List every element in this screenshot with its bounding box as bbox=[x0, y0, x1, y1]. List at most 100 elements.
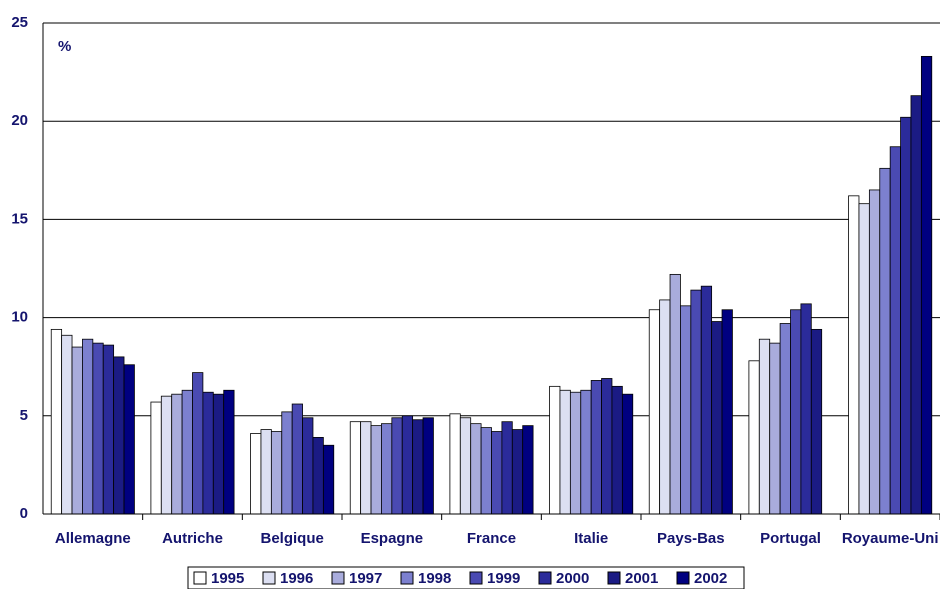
bar bbox=[260, 429, 272, 515]
bar bbox=[349, 421, 362, 515]
y-tick-label: 5 bbox=[20, 407, 28, 424]
legend-box bbox=[187, 566, 745, 589]
bar bbox=[790, 309, 802, 515]
legend-swatch bbox=[469, 571, 483, 585]
bar bbox=[758, 338, 771, 515]
x-tick-label: Autriche bbox=[162, 530, 223, 547]
bar bbox=[920, 55, 933, 515]
legend-label: 2001 bbox=[625, 570, 658, 587]
bar bbox=[889, 146, 901, 515]
bar bbox=[449, 413, 461, 515]
bar bbox=[71, 346, 83, 515]
bar bbox=[470, 423, 482, 515]
bar bbox=[192, 372, 204, 515]
bar bbox=[779, 323, 791, 515]
bar bbox=[412, 419, 424, 515]
legend-label: 1995 bbox=[211, 570, 244, 587]
legend-swatch bbox=[400, 571, 414, 585]
bar bbox=[212, 393, 225, 515]
bar bbox=[61, 334, 73, 515]
bar bbox=[810, 328, 823, 515]
x-tick-label: Belgique bbox=[260, 530, 323, 547]
bar bbox=[270, 431, 283, 515]
legend-label: 1997 bbox=[349, 570, 382, 587]
x-tick-label: Portugal bbox=[760, 530, 821, 547]
legend-swatch bbox=[676, 571, 690, 585]
bar bbox=[422, 417, 434, 515]
y-tick-label: 20 bbox=[11, 112, 28, 129]
bar bbox=[900, 116, 912, 515]
bar bbox=[748, 360, 760, 515]
bar bbox=[113, 356, 125, 515]
legend-swatch bbox=[538, 571, 552, 585]
x-tick-label: Pays-Bas bbox=[657, 530, 725, 547]
bar bbox=[721, 309, 733, 515]
legend-label: 1996 bbox=[280, 570, 313, 587]
x-tick-label: Espagne bbox=[361, 530, 424, 547]
bar bbox=[370, 425, 382, 515]
y-tick-label: 0 bbox=[20, 505, 28, 522]
unit-annotation: % bbox=[58, 38, 71, 55]
legend-swatch bbox=[193, 571, 207, 585]
bar bbox=[82, 338, 94, 515]
legend-swatch bbox=[607, 571, 621, 585]
bar bbox=[569, 391, 582, 515]
bar bbox=[580, 389, 592, 515]
legend-swatch bbox=[262, 571, 276, 585]
legend-label: 1999 bbox=[487, 570, 520, 587]
bar bbox=[868, 189, 881, 515]
bar bbox=[659, 299, 671, 515]
bar bbox=[92, 342, 104, 515]
bar bbox=[621, 393, 634, 515]
bar bbox=[401, 415, 414, 515]
bar bbox=[648, 309, 661, 515]
bar bbox=[202, 391, 214, 515]
y-tick-label: 10 bbox=[11, 309, 28, 326]
bar bbox=[601, 378, 613, 515]
bar bbox=[680, 305, 692, 515]
bar bbox=[611, 385, 623, 515]
bar bbox=[223, 389, 235, 515]
bar bbox=[459, 417, 472, 515]
bar bbox=[50, 328, 63, 515]
bar bbox=[160, 395, 173, 515]
bar bbox=[858, 203, 870, 515]
bar bbox=[322, 444, 335, 515]
bar bbox=[302, 417, 314, 515]
bar bbox=[480, 427, 492, 515]
bar bbox=[511, 429, 524, 515]
y-tick-label: 15 bbox=[11, 210, 28, 227]
bar bbox=[102, 344, 115, 515]
x-tick-label: Allemagne bbox=[55, 530, 131, 547]
bar bbox=[501, 421, 513, 515]
bar bbox=[250, 433, 262, 515]
bar bbox=[381, 423, 393, 515]
bar bbox=[590, 380, 602, 515]
bar bbox=[910, 95, 922, 515]
bar bbox=[700, 285, 713, 515]
y-tick-label: 25 bbox=[11, 14, 28, 31]
bar bbox=[312, 437, 324, 515]
bar bbox=[800, 303, 812, 515]
legend-swatch bbox=[331, 571, 345, 585]
x-tick-label: Italie bbox=[574, 530, 608, 547]
x-tick-label: France bbox=[467, 530, 516, 547]
bar bbox=[181, 389, 193, 515]
bar bbox=[711, 321, 723, 515]
legend-label: 1998 bbox=[418, 570, 451, 587]
bar bbox=[281, 411, 293, 515]
legend-label: 2000 bbox=[556, 570, 589, 587]
bar bbox=[549, 385, 561, 515]
bar bbox=[522, 425, 534, 515]
bar bbox=[391, 417, 403, 515]
bar bbox=[150, 401, 162, 515]
bar bbox=[690, 289, 702, 515]
x-tick-label: Royaume-Uni bbox=[842, 530, 939, 547]
bar bbox=[171, 393, 183, 515]
bar bbox=[848, 195, 860, 515]
bar bbox=[559, 389, 571, 515]
legend-label: 2002 bbox=[694, 570, 727, 587]
bar bbox=[123, 364, 135, 515]
bar bbox=[491, 431, 503, 515]
